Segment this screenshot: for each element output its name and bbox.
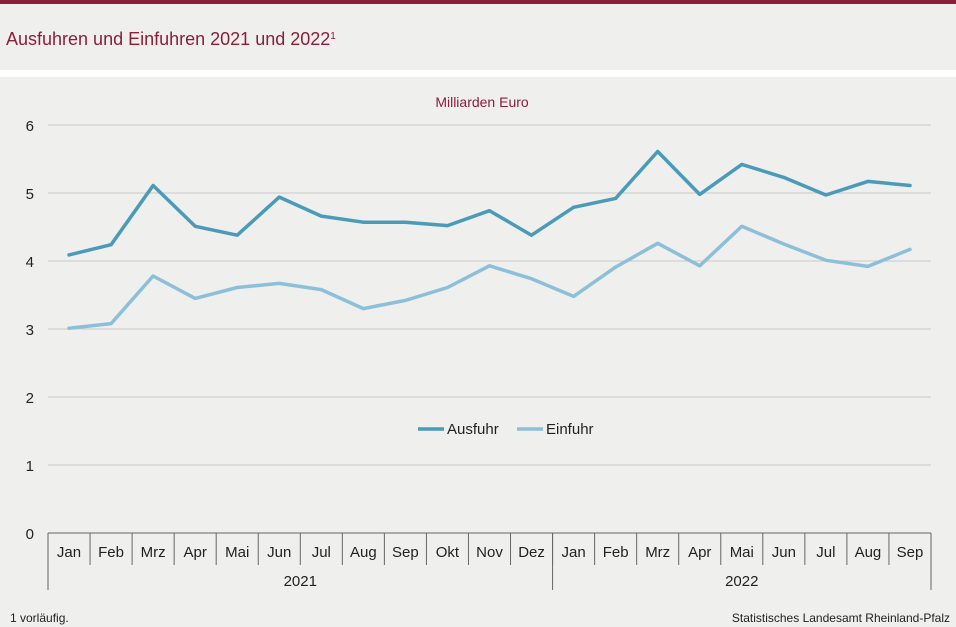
data-point-einfuhr bbox=[614, 265, 618, 269]
x-tick-label: Jun bbox=[772, 544, 796, 561]
data-point-einfuhr bbox=[445, 286, 449, 290]
x-tick-label: Jul bbox=[816, 544, 835, 561]
data-point-ausfuhr bbox=[109, 243, 113, 247]
x-tick-label: Mrz bbox=[141, 544, 166, 561]
x-tick-label: Feb bbox=[98, 544, 124, 561]
chart-title: Ausfuhren und Einfuhren 2021 und 20221 bbox=[6, 29, 336, 49]
x-tick-label: Jan bbox=[562, 544, 586, 561]
data-point-ausfuhr bbox=[908, 184, 912, 188]
data-point-einfuhr bbox=[572, 294, 576, 298]
top-accent-bar bbox=[0, 0, 956, 4]
title-footnote-marker: 1 bbox=[330, 31, 336, 42]
group-label: 2021 bbox=[284, 573, 317, 590]
data-point-einfuhr bbox=[193, 296, 197, 300]
y-tick-label: 5 bbox=[26, 186, 34, 203]
x-tick-label: Sep bbox=[392, 544, 419, 561]
x-tick-label: Nov bbox=[476, 544, 503, 561]
chart-panel bbox=[0, 77, 956, 627]
data-point-einfuhr bbox=[277, 281, 281, 285]
data-point-einfuhr bbox=[824, 258, 828, 262]
data-point-ausfuhr bbox=[866, 179, 870, 183]
data-point-ausfuhr bbox=[656, 150, 660, 154]
data-point-ausfuhr bbox=[782, 175, 786, 179]
data-point-ausfuhr bbox=[361, 220, 365, 224]
footnote: 1 vorläufig. bbox=[10, 611, 69, 625]
unit-label: Milliarden Euro bbox=[435, 94, 529, 110]
y-tick-label: 0 bbox=[26, 526, 34, 543]
data-point-einfuhr bbox=[109, 322, 113, 326]
data-point-einfuhr bbox=[67, 326, 71, 330]
data-point-ausfuhr bbox=[698, 192, 702, 196]
data-point-einfuhr bbox=[319, 288, 323, 292]
data-point-einfuhr bbox=[488, 264, 491, 268]
x-tick-label: Sep bbox=[897, 544, 924, 561]
data-point-ausfuhr bbox=[151, 184, 155, 188]
data-point-ausfuhr bbox=[824, 193, 828, 197]
data-point-ausfuhr bbox=[403, 220, 407, 224]
data-point-ausfuhr bbox=[193, 224, 197, 228]
x-tick-label: Jul bbox=[312, 544, 331, 561]
data-point-einfuhr bbox=[782, 242, 786, 246]
data-point-einfuhr bbox=[530, 277, 534, 281]
legend-label: Ausfuhr bbox=[447, 421, 499, 438]
data-point-einfuhr bbox=[235, 286, 239, 290]
x-tick-label: Dez bbox=[518, 544, 545, 561]
x-tick-label: Apr bbox=[688, 544, 711, 561]
y-tick-label: 6 bbox=[26, 118, 34, 135]
y-tick-label: 3 bbox=[26, 322, 34, 339]
y-tick-label: 2 bbox=[26, 390, 34, 407]
data-point-ausfuhr bbox=[277, 195, 281, 199]
data-point-ausfuhr bbox=[740, 162, 744, 166]
data-point-ausfuhr bbox=[614, 196, 618, 200]
data-point-einfuhr bbox=[361, 307, 365, 311]
data-point-ausfuhr bbox=[572, 205, 576, 209]
series-line-ausfuhr bbox=[67, 149, 912, 257]
data-point-ausfuhr bbox=[235, 233, 239, 237]
series-line-einfuhr bbox=[67, 224, 912, 331]
x-tick-label: Mrz bbox=[645, 544, 670, 561]
x-tick-label: Apr bbox=[183, 544, 206, 561]
x-tick-label: Mai bbox=[730, 544, 754, 561]
data-point-einfuhr bbox=[866, 264, 870, 268]
data-point-einfuhr bbox=[740, 224, 744, 228]
data-point-ausfuhr bbox=[67, 253, 71, 257]
data-point-ausfuhr bbox=[488, 209, 491, 213]
legend-label: Einfuhr bbox=[546, 421, 594, 438]
header: Ausfuhren und Einfuhren 2021 und 20221 bbox=[0, 4, 956, 70]
y-tick-label: 1 bbox=[26, 458, 34, 475]
data-point-einfuhr bbox=[698, 264, 702, 268]
data-point-einfuhr bbox=[908, 247, 912, 251]
data-point-ausfuhr bbox=[319, 214, 323, 218]
data-point-einfuhr bbox=[656, 241, 660, 245]
x-tick-label: Aug bbox=[855, 544, 882, 561]
group-label: 2022 bbox=[725, 573, 758, 590]
data-point-ausfuhr bbox=[530, 233, 534, 237]
data-point-einfuhr bbox=[403, 298, 407, 302]
x-tick-label: Jun bbox=[267, 544, 291, 561]
y-tick-label: 4 bbox=[26, 254, 34, 271]
data-point-einfuhr bbox=[151, 274, 155, 278]
data-point-ausfuhr bbox=[445, 224, 449, 228]
x-tick-label: Aug bbox=[350, 544, 377, 561]
x-tick-label: Feb bbox=[603, 544, 629, 561]
x-tick-label: Mai bbox=[225, 544, 249, 561]
source-label: Statistisches Landesamt Rheinland-Pfalz bbox=[731, 611, 950, 625]
x-tick-label: Jan bbox=[57, 544, 81, 561]
x-tick-label: Okt bbox=[436, 544, 460, 561]
